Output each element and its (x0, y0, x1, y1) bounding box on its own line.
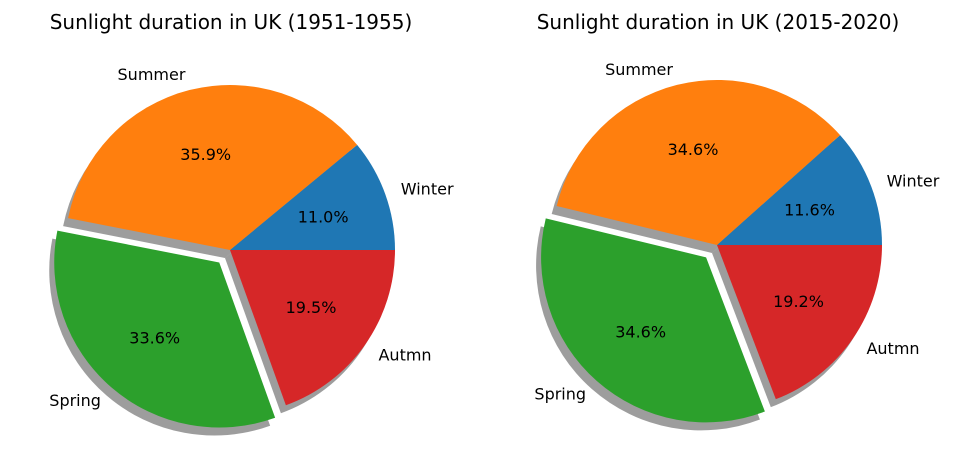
p2-slice-winter (717, 135, 882, 245)
p1-pct-autmn: 19.5% (286, 298, 337, 317)
p2-label-spring: Spring (534, 385, 586, 404)
chart-title-2: Sunlight duration in UK (2015-2020) (536, 10, 900, 34)
p2-slice-spring (541, 218, 765, 423)
p1-pct-winter: 11.0% (298, 207, 349, 226)
p2-pct-summer: 34.6% (668, 140, 719, 159)
p1-pct-summer: 35.9% (180, 145, 231, 164)
p1-label-spring: Spring (49, 391, 101, 410)
p1-slice-summer (68, 85, 358, 250)
pie-chart-1951-1955: Winter 11.0% Summer 35.9% Spring 33.6% Autmn 19… (49, 65, 454, 436)
p2-pct-spring: 34.6% (615, 323, 666, 342)
p2-slice-summer (556, 80, 841, 245)
p1-label-winter: Winter (401, 180, 454, 199)
chart-title-1: Sunlight duration in UK (1951-1955) (49, 10, 413, 34)
p1-slice-spring (54, 230, 276, 428)
p2-slice-autmn (717, 245, 882, 400)
p1-slice-winter (230, 144, 395, 250)
p1-label-autmn: Autmn (378, 345, 431, 364)
p1-pct-spring: 33.6% (129, 329, 180, 348)
p2-label-autmn: Autmn (866, 339, 919, 358)
p2-label-summer: Summer (605, 60, 673, 79)
p1-label-summer: Summer (118, 65, 186, 84)
p1-slice-autmn (230, 250, 395, 406)
p2-label-winter: Winter (887, 171, 940, 190)
p2-pct-autmn: 19.2% (773, 292, 824, 311)
p2-pct-winter: 11.6% (784, 201, 835, 220)
